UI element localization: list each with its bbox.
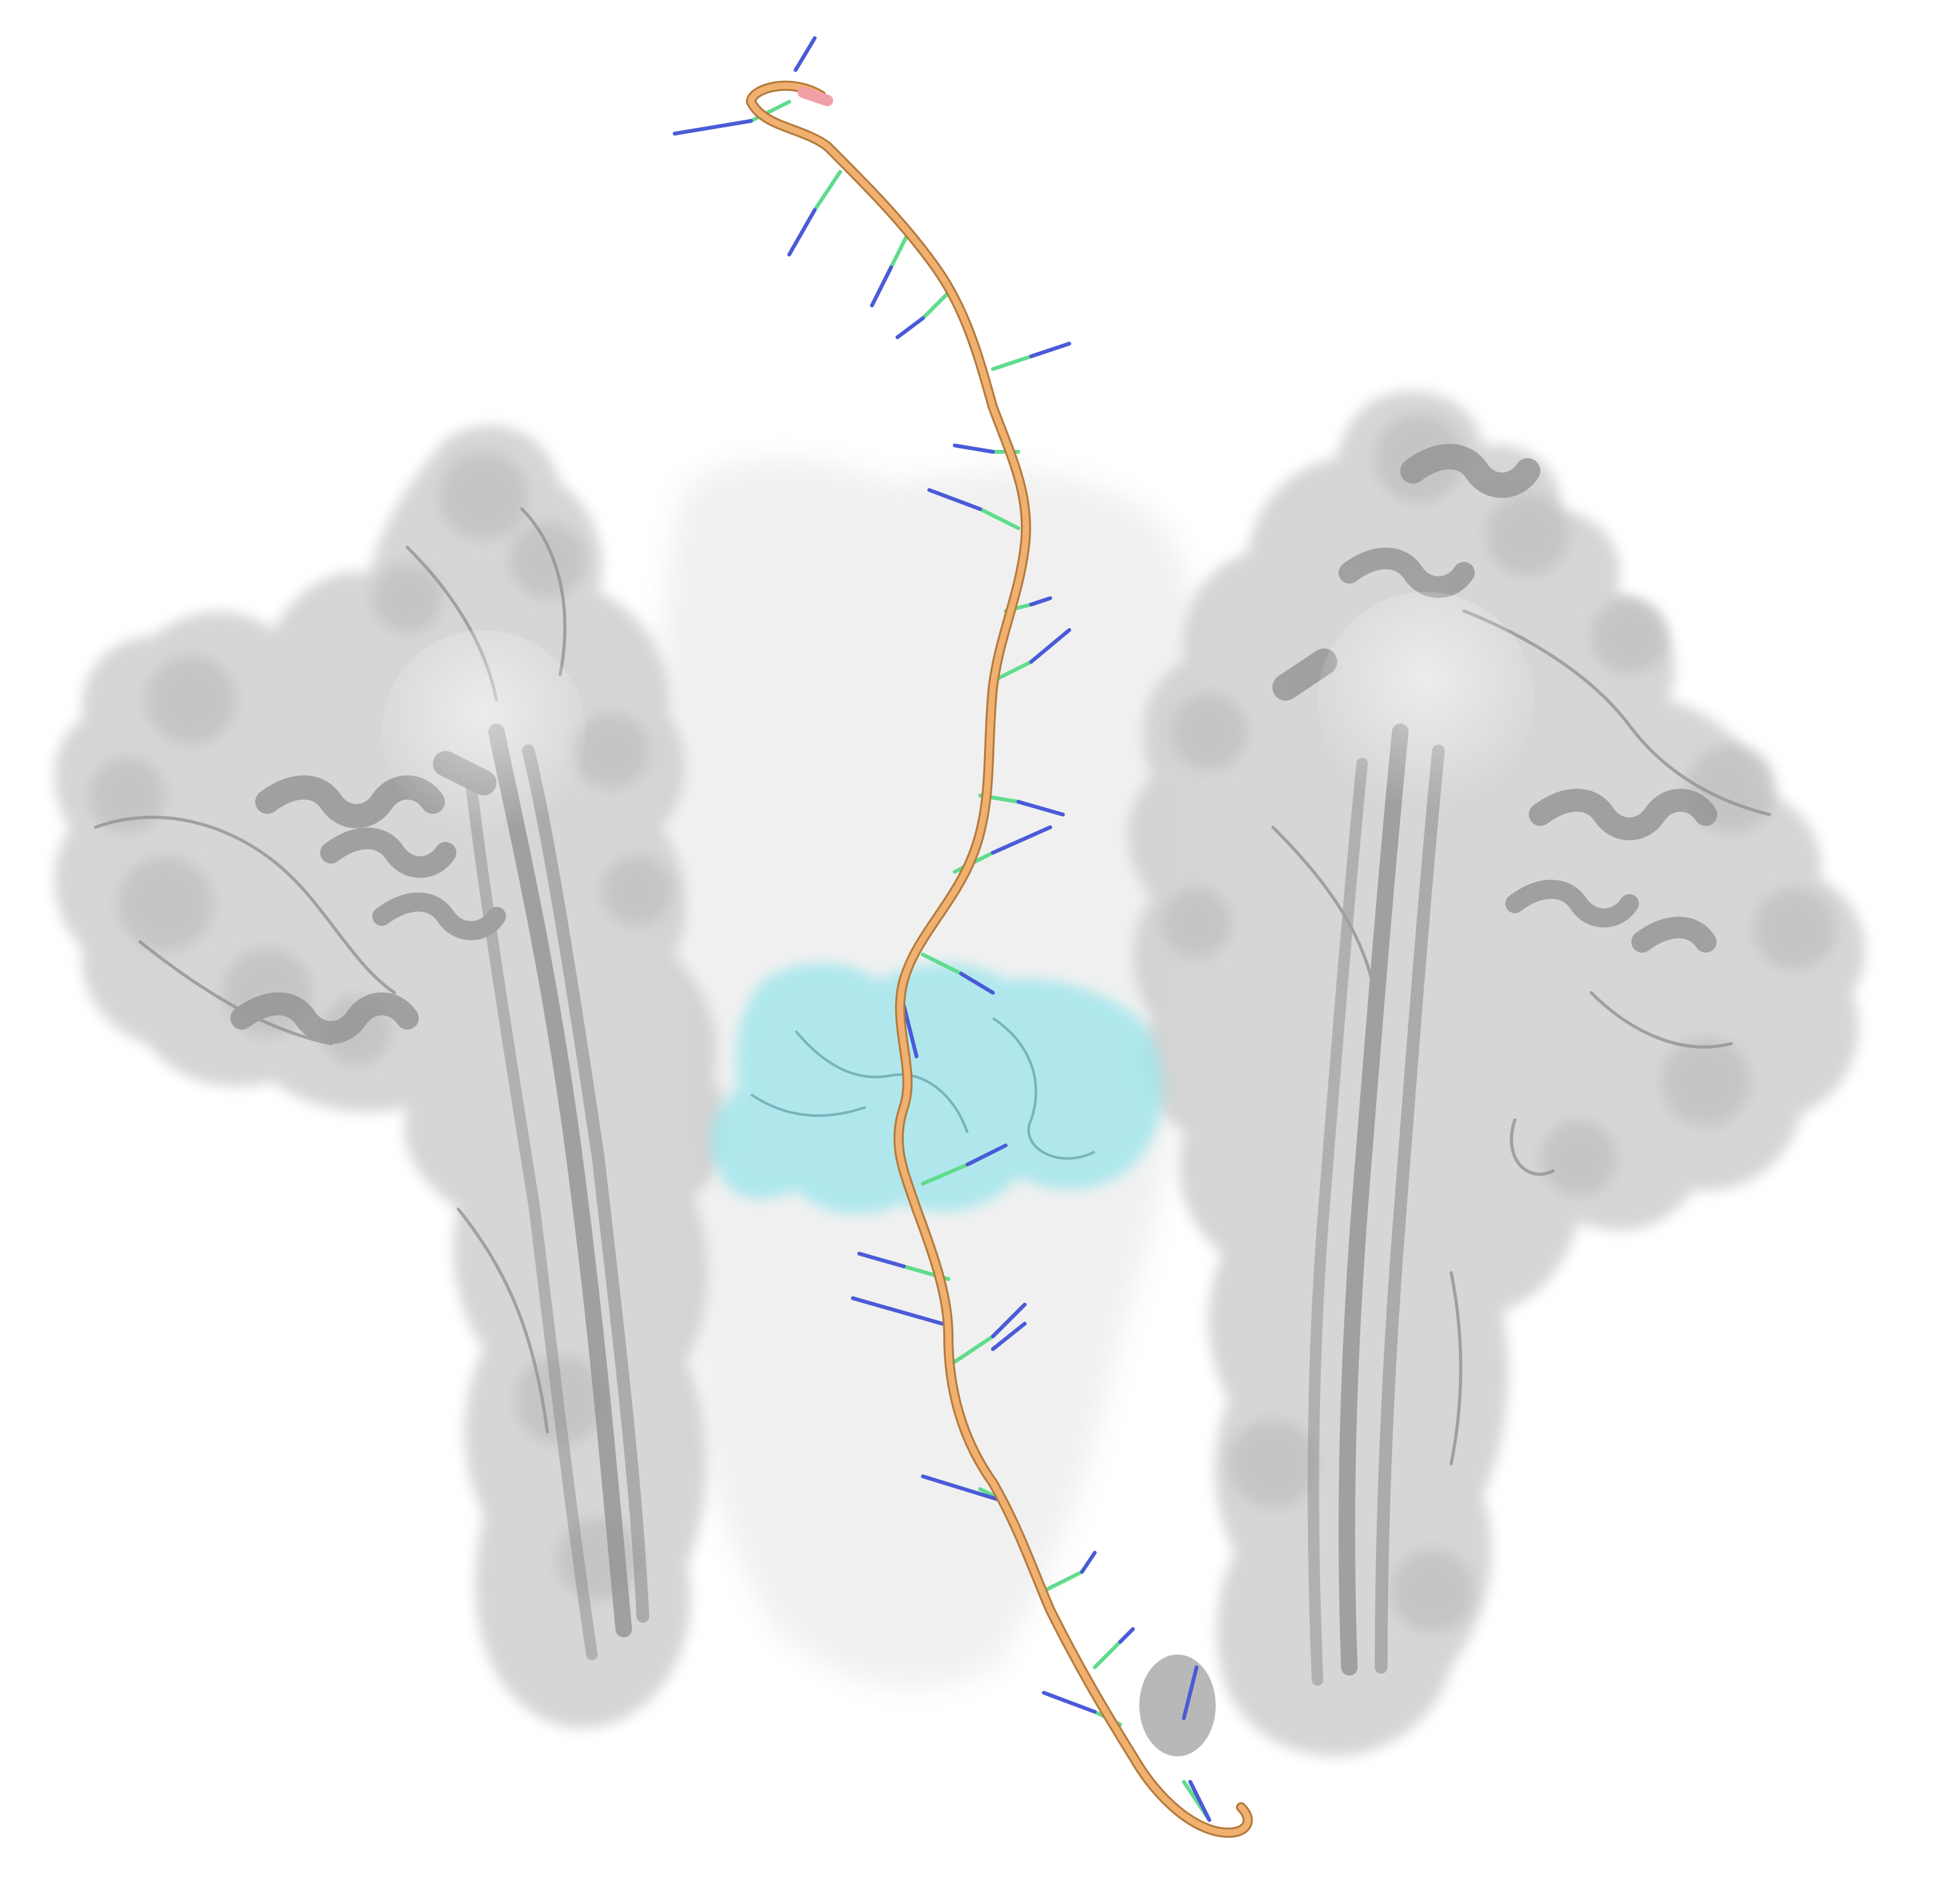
loop-knob [1139,1655,1216,1756]
right-protein-cartoon [1271,444,1771,1686]
binding-site-cartoon [750,1017,1095,1160]
nucleic-acid-strand [673,36,1253,1838]
right-protein-surface [1128,391,1866,1757]
left-protein-surface [54,424,727,1728]
strand-end-cap [798,87,833,106]
base-sticks [673,36,1211,1822]
